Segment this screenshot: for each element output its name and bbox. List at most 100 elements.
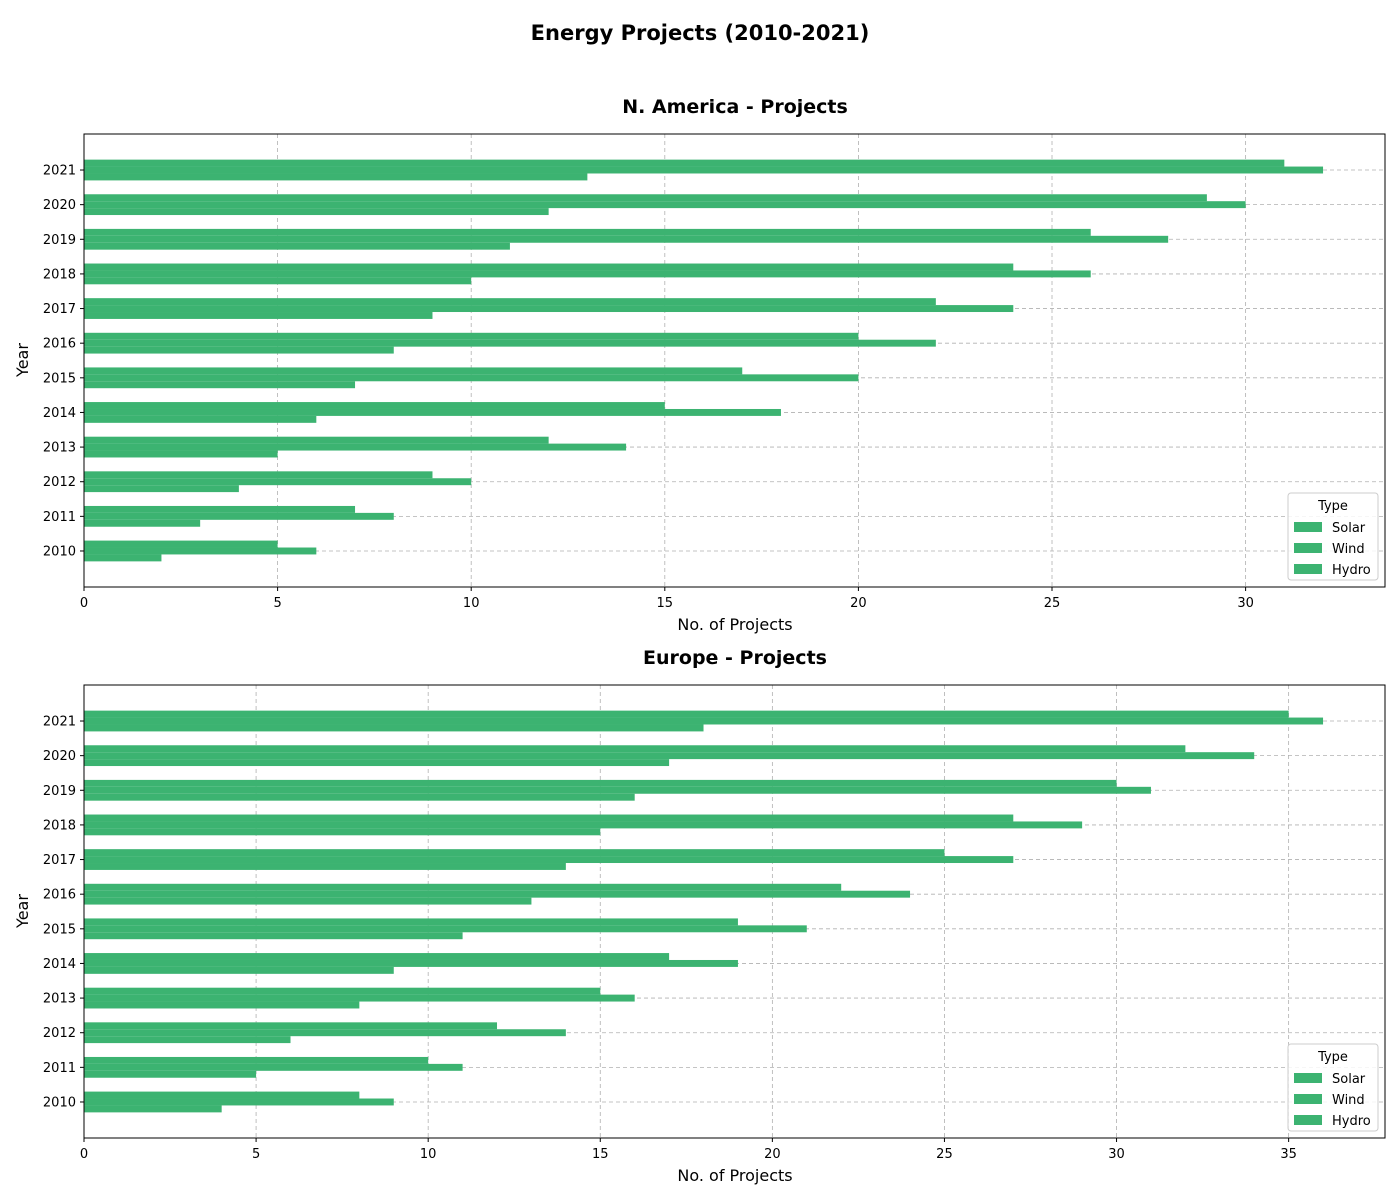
x-ticks: 0 5 10 15 20 25 30 35 [80, 1138, 1297, 1162]
bar-wind-2010 [84, 547, 317, 555]
legend-label-solar: Solar [1332, 1072, 1366, 1087]
bar-solar-2013 [84, 450, 278, 458]
y-tick-label: 2015 [43, 371, 76, 386]
bar-solar-2011 [84, 519, 201, 527]
x-tick-label: 35 [1280, 1147, 1297, 1162]
bar-solar-2011 [84, 1070, 257, 1078]
bar-solar-2020 [84, 759, 670, 767]
x-tick-label: 25 [1044, 596, 1061, 611]
bar-hydro-2021 [84, 710, 1289, 718]
bar-solar-2019 [84, 242, 510, 250]
legend-label-hydro: Hydro [1332, 563, 1371, 578]
y-axis-label: Year [13, 343, 32, 378]
legend-title: Type [1317, 499, 1348, 514]
bar-solar-2017 [84, 312, 433, 319]
bar-wind-2018 [84, 270, 1091, 278]
bar-hydro-2013 [84, 987, 601, 995]
axes-frame [83, 133, 1386, 588]
y-tick-label: 2018 [43, 267, 76, 282]
bar-wind-2014 [84, 959, 738, 967]
axes-frame [83, 684, 1386, 1139]
bar-wind-2013 [84, 443, 627, 451]
x-tick-label: 0 [80, 1147, 88, 1162]
bar-hydro-2012 [84, 1022, 498, 1030]
bar-hydro-2011 [84, 505, 356, 513]
bar-hydro-2012 [84, 471, 433, 479]
bar-wind-2016 [84, 890, 911, 898]
y-tick-label: 2015 [43, 922, 76, 937]
y-tick-label: 2018 [43, 818, 76, 833]
bar-wind-2014 [84, 408, 781, 416]
bar-solar-2015 [84, 932, 463, 940]
bar-hydro-2010 [84, 1091, 360, 1099]
bar-hydro-2018 [84, 814, 1014, 822]
bar-solar-2021 [84, 173, 588, 181]
bar-wind-2021 [84, 166, 1324, 174]
bar-hydro-2018 [84, 263, 1014, 271]
y-tick-label: 2013 [43, 992, 76, 1007]
bar-wind-2013 [84, 994, 635, 1002]
bar-hydro-2021 [84, 159, 1285, 167]
bar-hydro-2015 [84, 918, 738, 926]
bar-solar-2018 [84, 828, 601, 836]
bar-solar-2019 [84, 793, 635, 801]
y-tick-label: 2014 [43, 406, 76, 421]
bar-solar-2012 [84, 485, 239, 493]
bar-wind-2020 [84, 201, 1246, 209]
panel-title: N. America - Projects [622, 96, 848, 118]
bar-wind-2020 [84, 752, 1255, 760]
y-tick-label: 2017 [43, 853, 76, 868]
bar-solar-2017 [84, 863, 566, 870]
bar-wind-2012 [84, 478, 472, 486]
bar-solar-2013 [84, 1001, 360, 1009]
bar-hydro-2013 [84, 436, 549, 444]
bar-wind-2019 [84, 235, 1169, 243]
y-tick-label: 2010 [43, 1095, 76, 1110]
legend-swatch-wind [1294, 543, 1322, 553]
legend-title: Type [1317, 1050, 1348, 1065]
bar-wind-2018 [84, 821, 1083, 829]
legend-box [1287, 1043, 1379, 1132]
legend-label-solar: Solar [1332, 521, 1366, 536]
bar-hydro-2019 [84, 228, 1091, 236]
bar-hydro-2010 [84, 540, 278, 548]
x-axis-label: No. of Projects [677, 615, 792, 634]
x-tick-label: 5 [252, 1147, 260, 1162]
y-ticks: 2010 2011 2012 2013 2014 2015 2016 2017 2018 2019… [43, 715, 84, 1110]
bar-wind-2011 [84, 1063, 463, 1071]
bar-hydro-2020 [84, 194, 1207, 202]
bar-hydro-2016 [84, 332, 859, 340]
bar-solar-2014 [84, 415, 317, 423]
y-tick-label: 2016 [43, 888, 76, 903]
bars-layer [84, 159, 1324, 562]
bar-solar-2018 [84, 277, 472, 285]
y-tick-label: 2013 [43, 441, 76, 456]
bar-hydro-2019 [84, 779, 1117, 787]
panel-north-america: N. America - Projects 0 5 10 15 20 25 30 20102… [13, 96, 1386, 634]
x-tick-label: 30 [1108, 1147, 1125, 1162]
y-tick-label: 2017 [43, 302, 76, 317]
bar-hydro-2015 [84, 367, 743, 375]
bar-wind-2016 [84, 339, 936, 347]
y-tick-label: 2010 [43, 544, 76, 559]
bar-hydro-2016 [84, 883, 842, 891]
bar-solar-2010 [84, 554, 162, 562]
bar-wind-2012 [84, 1029, 566, 1037]
x-tick-label: 30 [1237, 596, 1254, 611]
legend-swatch-hydro [1294, 564, 1322, 574]
bars-layer [84, 710, 1324, 1113]
bar-wind-2017 [84, 305, 1014, 313]
bar-wind-2017 [84, 856, 1014, 864]
bar-hydro-2017 [84, 849, 945, 857]
y-tick-label: 2021 [43, 164, 76, 179]
y-axis-label: Year [13, 894, 32, 929]
bar-solar-2021 [84, 724, 704, 732]
x-tick-label: 20 [850, 596, 867, 611]
legend: Type Solar Wind Hydro [1287, 1043, 1379, 1132]
y-tick-label: 2016 [43, 337, 76, 352]
x-tick-label: 5 [273, 596, 281, 611]
legend-box [1287, 492, 1379, 581]
bar-hydro-2017 [84, 298, 936, 306]
y-tick-label: 2012 [43, 1026, 76, 1041]
